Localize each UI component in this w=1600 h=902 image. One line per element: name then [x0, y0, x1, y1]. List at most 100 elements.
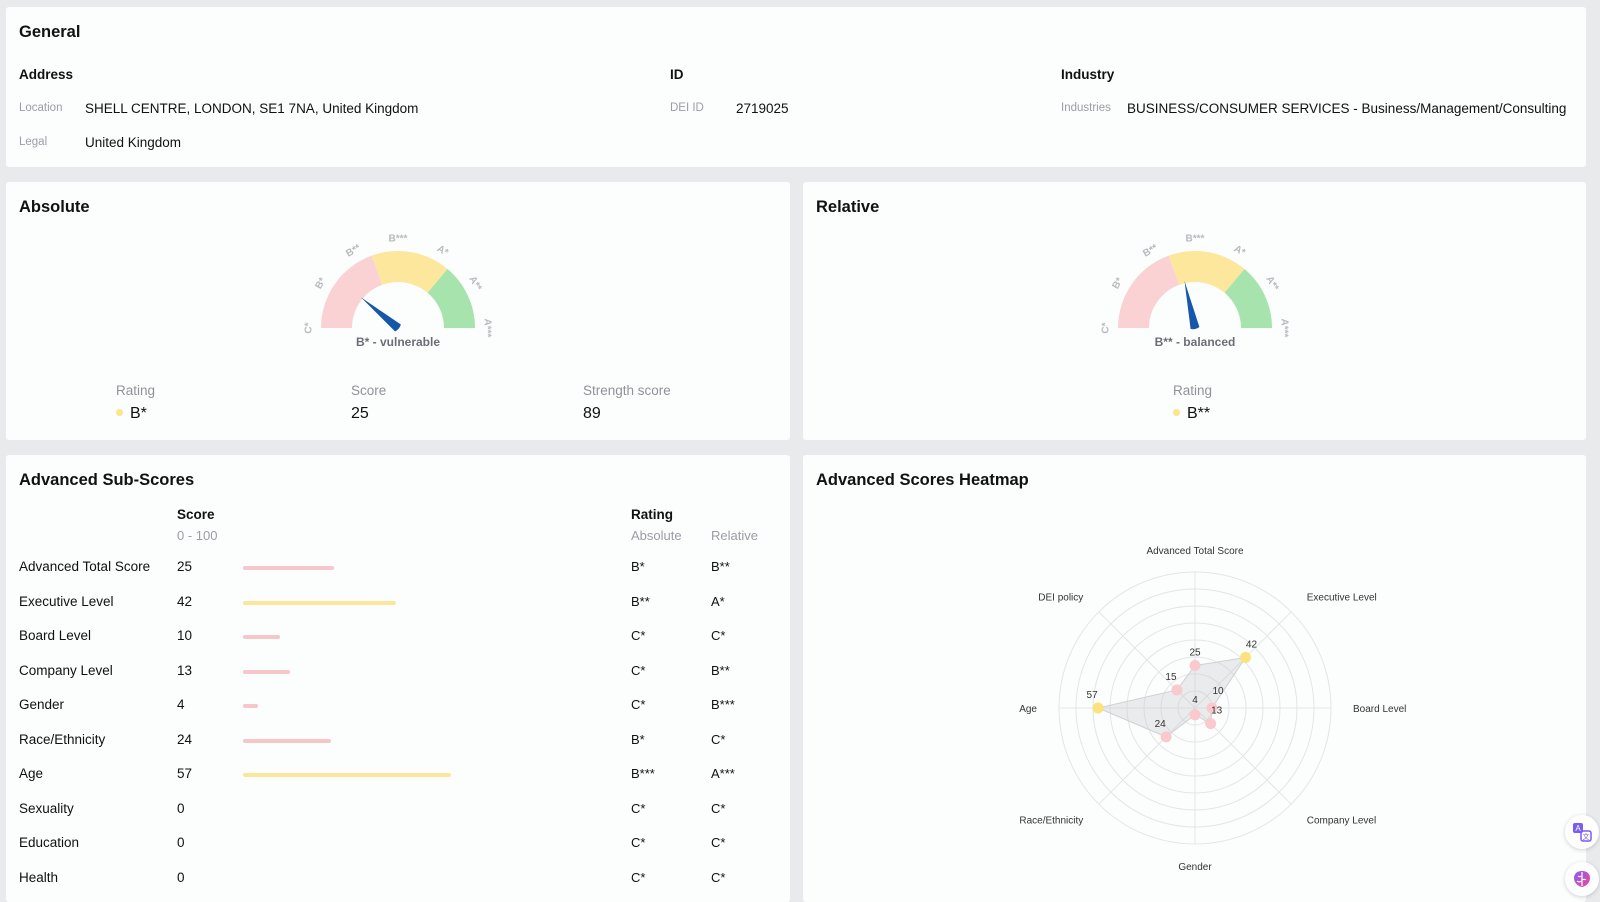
heatmap-card: Advanced Scores Heatmap 25 42 10 13 4 24 57 15 A…: [803, 455, 1586, 902]
row-relative-rating: C*: [711, 869, 726, 885]
gauge-tick-label: B***: [1186, 234, 1205, 245]
rating-heading: Rating: [631, 507, 673, 522]
translate-button[interactable]: A 文: [1565, 815, 1599, 849]
row-absolute-rating: C*: [631, 662, 646, 678]
score-bar: [243, 704, 258, 708]
radar-data-label: 57: [1087, 690, 1099, 701]
score-bar: [243, 635, 280, 639]
gauge-tick-label: C*: [1101, 322, 1112, 333]
general-card: General Address Location SHELL CENTRE, L…: [6, 7, 1586, 167]
radar-point: [1092, 702, 1104, 714]
legal-value: United Kingdom: [85, 135, 182, 150]
radar-spoke: [1098, 707, 1196, 805]
row-absolute-rating: C*: [631, 697, 646, 712]
row-absolute-rating: C*: [631, 800, 646, 816]
table-row: Race/Ethnicity 24 B* C*: [6, 724, 790, 758]
gauge-tick-label: B**: [344, 242, 363, 259]
radar-axis-label: Executive Level: [1307, 592, 1377, 603]
table-row: Executive Level 42 B** A*: [6, 586, 790, 620]
radar-data-label: 42: [1246, 640, 1258, 651]
table-row: Advanced Total Score 25 B* B**: [6, 551, 790, 585]
row-score: 10: [177, 628, 193, 643]
rating-dot: [1173, 409, 1180, 417]
id-heading: ID: [670, 67, 684, 82]
abs-rating-value: B*: [116, 405, 147, 423]
row-name: Race/Ethnicity: [19, 731, 106, 747]
radar-point: [1189, 709, 1201, 721]
radar-axis-label: Board Level: [1353, 704, 1406, 715]
row-relative-rating: C*: [711, 800, 726, 816]
gauge-needle: [1184, 281, 1200, 330]
row-score: 24: [177, 731, 193, 747]
absolute-heading: Absolute: [631, 528, 682, 543]
row-relative-rating: B**: [711, 559, 730, 574]
abs-score-label: Score: [351, 383, 387, 398]
relative-heading: Relative: [711, 528, 758, 543]
radar-data-label: 4: [1192, 695, 1198, 706]
relative-title: Relative: [816, 198, 880, 216]
table-row: Company Level 13 C* B**: [6, 655, 790, 689]
row-name: Education: [19, 835, 80, 850]
radar-point: [1239, 652, 1251, 664]
rating-dot: [116, 409, 123, 417]
translate-icon: A 文: [1573, 823, 1592, 842]
row-name: Board Level: [19, 628, 92, 643]
row-absolute-rating: B***: [631, 766, 655, 781]
industries-label: Industries: [1061, 102, 1111, 114]
abs-strength-label: Strength score: [583, 383, 671, 398]
row-score: 0: [177, 800, 185, 816]
gauge-segment-green: [1224, 269, 1272, 328]
abs-rating-label: Rating: [116, 383, 156, 398]
radar-axis-label: Gender: [1178, 862, 1212, 873]
gauge-tick-label: C*: [304, 322, 315, 333]
gauge-segment-green: [427, 269, 475, 328]
row-absolute-rating: C*: [631, 835, 646, 850]
dei-id-value: 2719025: [736, 101, 789, 116]
radar-chart: 25 42 10 13 4 24 57 15 Advanced Total Score Execu…: [1019, 546, 1406, 873]
radar-point: [1205, 718, 1217, 730]
subscores-card: Advanced Sub-Scores Score 0 - 100 Rating…: [6, 455, 790, 902]
rel-rating-label: Rating: [1173, 383, 1213, 398]
radar-data-label: 10: [1212, 686, 1224, 697]
radar-axis-label: DEI policy: [1038, 592, 1083, 603]
score-bar: [243, 669, 291, 674]
gauge-segment-red: [1118, 255, 1180, 328]
row-absolute-rating: B*: [631, 731, 645, 747]
row-name: Gender: [19, 697, 65, 712]
rel-rating-value: B**: [1173, 405, 1210, 423]
gauge-segment-yellow: [371, 251, 448, 293]
subscores-title: Advanced Sub-Scores: [19, 471, 195, 489]
gauge-tick-label: B***: [389, 234, 408, 245]
absolute-gauge: C* B* B** B*** A* A** A*** B* - vulnerable: [304, 234, 493, 349]
row-score: 0: [177, 869, 185, 885]
rel-rating-text: B**: [1187, 405, 1211, 422]
row-absolute-rating: C*: [631, 628, 646, 643]
gauge-tick-label: A*: [435, 244, 450, 259]
svg-text:文: 文: [1583, 832, 1590, 841]
absolute-card: Absolute C* B* B** B*** A* A** A*** B* - vulner…: [6, 182, 790, 440]
brain-icon: [1574, 871, 1590, 887]
row-score: 25: [177, 559, 193, 574]
score-bar: [243, 600, 397, 605]
relative-gauge: C* B* B** B*** A* A** A*** B** - balanced: [1101, 234, 1290, 349]
industry-heading: Industry: [1061, 67, 1115, 82]
row-relative-rating: A***: [711, 766, 735, 781]
gauge-tick-label: A***: [481, 319, 492, 338]
row-absolute-rating: B**: [631, 593, 650, 609]
radar-area: [1096, 656, 1247, 738]
row-absolute-rating: B*: [631, 559, 645, 574]
gauge-tick-label: A**: [466, 274, 483, 293]
row-relative-rating: A*: [711, 593, 725, 609]
row-score: 57: [177, 766, 193, 781]
gauge-tick-label: A**: [1263, 274, 1280, 293]
ai-assistant-button[interactable]: [1565, 862, 1599, 896]
row-score: 42: [177, 593, 193, 609]
row-name: Age: [19, 766, 44, 781]
table-row: Age 57 B*** A***: [6, 758, 790, 792]
general-title: General: [19, 23, 81, 41]
radar-data-label: 13: [1211, 706, 1223, 717]
radar-data-label: 25: [1189, 648, 1201, 659]
gauge-caption: B* - vulnerable: [356, 335, 440, 349]
gauge-tick-label: A***: [1278, 319, 1289, 338]
radar-data-label: 24: [1155, 719, 1167, 730]
